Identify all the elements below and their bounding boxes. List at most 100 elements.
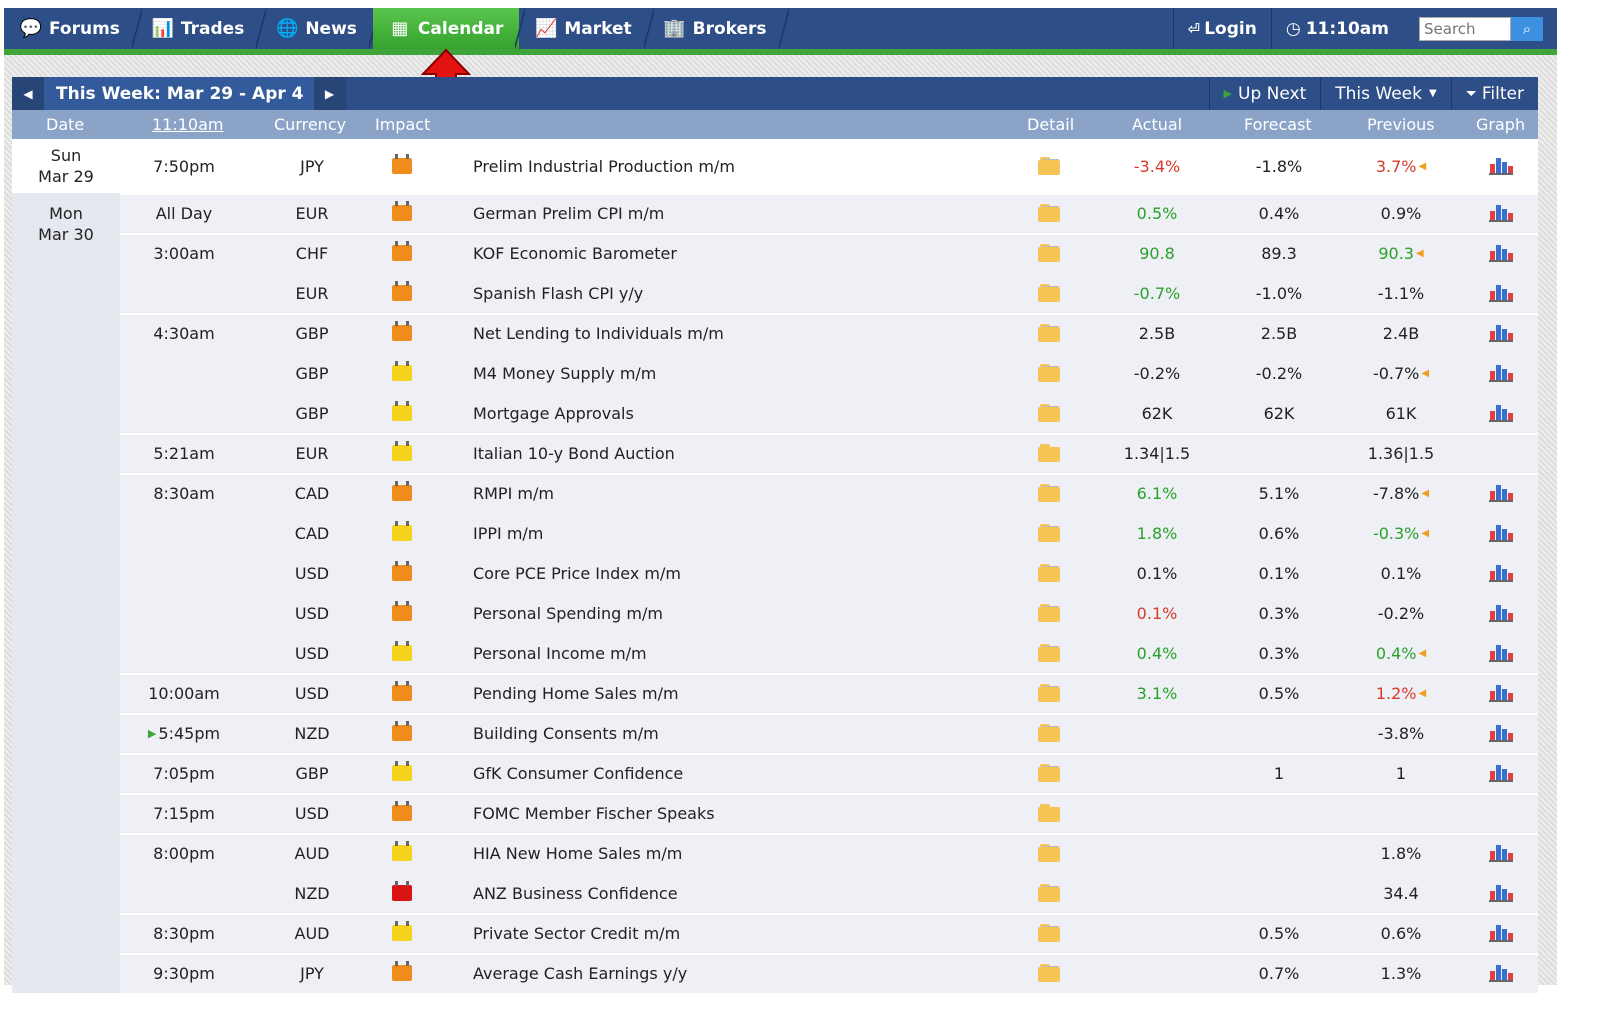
detail-button[interactable]	[1034, 273, 1064, 313]
graph-button[interactable]	[1486, 233, 1516, 273]
impact-icon-cell[interactable]	[382, 713, 422, 753]
event-title-cell[interactable]: Private Sector Credit m/m	[473, 913, 1013, 953]
graph-button[interactable]	[1486, 593, 1516, 633]
impact-icon-cell[interactable]	[382, 633, 422, 673]
detail-button[interactable]	[1034, 553, 1064, 593]
tab-trades[interactable]: 📊 Trades	[136, 8, 267, 49]
impact-icon-cell[interactable]	[382, 513, 422, 553]
graph-button[interactable]	[1486, 139, 1516, 193]
impact-icon-cell[interactable]	[382, 833, 422, 873]
table-row[interactable]: GBP M4 Money Supply m/m -0.2% -0.2% -0.7% ◀	[12, 353, 1538, 393]
table-row[interactable]: 7:05pm GBP GfK Consumer Confidence 1 1	[12, 753, 1538, 793]
table-row[interactable]: NZD ANZ Business Confidence 34.4	[12, 873, 1538, 913]
table-row[interactable]: 7:15pm USD FOMC Member Fischer Speaks	[12, 793, 1538, 833]
event-title-cell[interactable]: KOF Economic Barometer	[473, 233, 1013, 273]
impact-icon-cell[interactable]	[382, 673, 422, 713]
table-row[interactable]: 7:50pm JPY Prelim Industrial Production m/…	[12, 139, 1538, 193]
graph-button[interactable]	[1486, 393, 1516, 433]
search-input[interactable]	[1419, 16, 1511, 41]
detail-button[interactable]	[1034, 473, 1064, 513]
event-title-cell[interactable]: Personal Spending m/m	[473, 593, 1013, 633]
filter-button[interactable]: ⏷ Filter	[1450, 77, 1538, 110]
event-title-cell[interactable]: IPPI m/m	[473, 513, 1013, 553]
impact-icon-cell[interactable]	[382, 593, 422, 633]
graph-button[interactable]	[1486, 833, 1516, 873]
event-title-cell[interactable]: ANZ Business Confidence	[473, 873, 1013, 913]
table-row[interactable]: USD Core PCE Price Index m/m 0.1% 0.1% 0.1%	[12, 553, 1538, 593]
next-week-button[interactable]: ▶	[313, 77, 346, 110]
table-row[interactable]: USD Personal Income m/m 0.4% 0.3% 0.4% ◀	[12, 633, 1538, 673]
impact-icon-cell[interactable]	[382, 953, 422, 993]
table-row[interactable]: 8:30am CAD RMPI m/m 6.1% 5.1% -7.8% ◀	[12, 473, 1538, 513]
detail-button[interactable]	[1034, 139, 1064, 193]
table-row[interactable]: 3:00am CHF KOF Economic Barometer 90.8 89.3 9…	[12, 233, 1538, 273]
table-row[interactable]: 4:30am GBP Net Lending to Individuals m/m 2…	[12, 313, 1538, 353]
impact-icon-cell[interactable]	[382, 393, 422, 433]
detail-button[interactable]	[1034, 313, 1064, 353]
impact-icon-cell[interactable]	[382, 753, 422, 793]
event-title-cell[interactable]: FOMC Member Fischer Speaks	[473, 793, 1013, 833]
event-title-cell[interactable]: Italian 10-y Bond Auction	[473, 433, 1013, 473]
impact-icon-cell[interactable]	[382, 433, 422, 473]
tab-calendar[interactable]: ▦ Calendar	[372, 8, 526, 49]
event-title-cell[interactable]: Personal Income m/m	[473, 633, 1013, 673]
up-next-button[interactable]: ▶ Up Next	[1208, 77, 1321, 110]
tab-market[interactable]: 📈 Market	[519, 8, 654, 49]
table-row[interactable]: ▶ 5:45pm NZD Building Consents m/m -3.8%	[12, 713, 1538, 753]
event-title-cell[interactable]: Building Consents m/m	[473, 713, 1013, 753]
impact-icon-cell[interactable]	[382, 553, 422, 593]
impact-icon-cell[interactable]	[382, 793, 422, 833]
graph-button[interactable]	[1486, 273, 1516, 313]
tab-forums[interactable]: 💬 Forums	[4, 8, 142, 49]
event-title-cell[interactable]: GfK Consumer Confidence	[473, 753, 1013, 793]
table-row[interactable]: EUR Spanish Flash CPI y/y -0.7% -1.0% -1.1%	[12, 273, 1538, 313]
detail-button[interactable]	[1034, 633, 1064, 673]
event-title-cell[interactable]: HIA New Home Sales m/m	[473, 833, 1013, 873]
login-link[interactable]: ⏎ Login	[1172, 8, 1271, 49]
table-row[interactable]: USD Personal Spending m/m 0.1% 0.3% -0.2%	[12, 593, 1538, 633]
table-row[interactable]: 8:30pm AUD Private Sector Credit m/m 0.5% 0.…	[12, 913, 1538, 953]
detail-button[interactable]	[1034, 233, 1064, 273]
detail-button[interactable]	[1034, 713, 1064, 753]
graph-button[interactable]	[1486, 513, 1516, 553]
prev-week-button[interactable]: ◀	[12, 77, 44, 110]
this-week-dropdown[interactable]: This Week ▼	[1320, 77, 1450, 110]
detail-button[interactable]	[1034, 353, 1064, 393]
clock[interactable]: ◷ 11:10am	[1270, 8, 1403, 49]
table-row[interactable]: CAD IPPI m/m 1.8% 0.6% -0.3% ◀	[12, 513, 1538, 553]
graph-button[interactable]	[1486, 633, 1516, 673]
event-title-cell[interactable]: German Prelim CPI m/m	[473, 193, 1013, 233]
graph-button[interactable]	[1486, 753, 1516, 793]
impact-icon-cell[interactable]	[382, 353, 422, 393]
detail-button[interactable]	[1034, 433, 1064, 473]
tab-news[interactable]: 🌐 News	[260, 8, 379, 49]
detail-button[interactable]	[1034, 673, 1064, 713]
graph-button[interactable]	[1486, 553, 1516, 593]
detail-button[interactable]	[1034, 953, 1064, 993]
table-row[interactable]: 10:00am USD Pending Home Sales m/m 3.1% 0.5%…	[12, 673, 1538, 713]
impact-icon-cell[interactable]	[382, 873, 422, 913]
event-title-cell[interactable]: Spanish Flash CPI y/y	[473, 273, 1013, 313]
impact-icon-cell[interactable]	[382, 313, 422, 353]
graph-button[interactable]	[1486, 713, 1516, 753]
event-title-cell[interactable]: Mortgage Approvals	[473, 393, 1013, 433]
impact-icon-cell[interactable]	[382, 233, 422, 273]
graph-button[interactable]	[1486, 673, 1516, 713]
impact-icon-cell[interactable]	[382, 273, 422, 313]
event-title-cell[interactable]: Net Lending to Individuals m/m	[473, 313, 1013, 353]
graph-button[interactable]	[1486, 313, 1516, 353]
detail-button[interactable]	[1034, 793, 1064, 833]
impact-icon-cell[interactable]	[382, 913, 422, 953]
table-row[interactable]: 9:30pm JPY Average Cash Earnings y/y 0.7% 1.…	[12, 953, 1538, 993]
detail-button[interactable]	[1034, 913, 1064, 953]
detail-button[interactable]	[1034, 873, 1064, 913]
event-title-cell[interactable]: Prelim Industrial Production m/m	[473, 139, 1013, 193]
graph-button[interactable]	[1486, 353, 1516, 393]
detail-button[interactable]	[1034, 513, 1064, 553]
event-title-cell[interactable]: Average Cash Earnings y/y	[473, 953, 1013, 993]
graph-button[interactable]	[1486, 913, 1516, 953]
event-title-cell[interactable]: Pending Home Sales m/m	[473, 673, 1013, 713]
detail-button[interactable]	[1034, 193, 1064, 233]
event-title-cell[interactable]: Core PCE Price Index m/m	[473, 553, 1013, 593]
graph-button[interactable]	[1486, 873, 1516, 913]
